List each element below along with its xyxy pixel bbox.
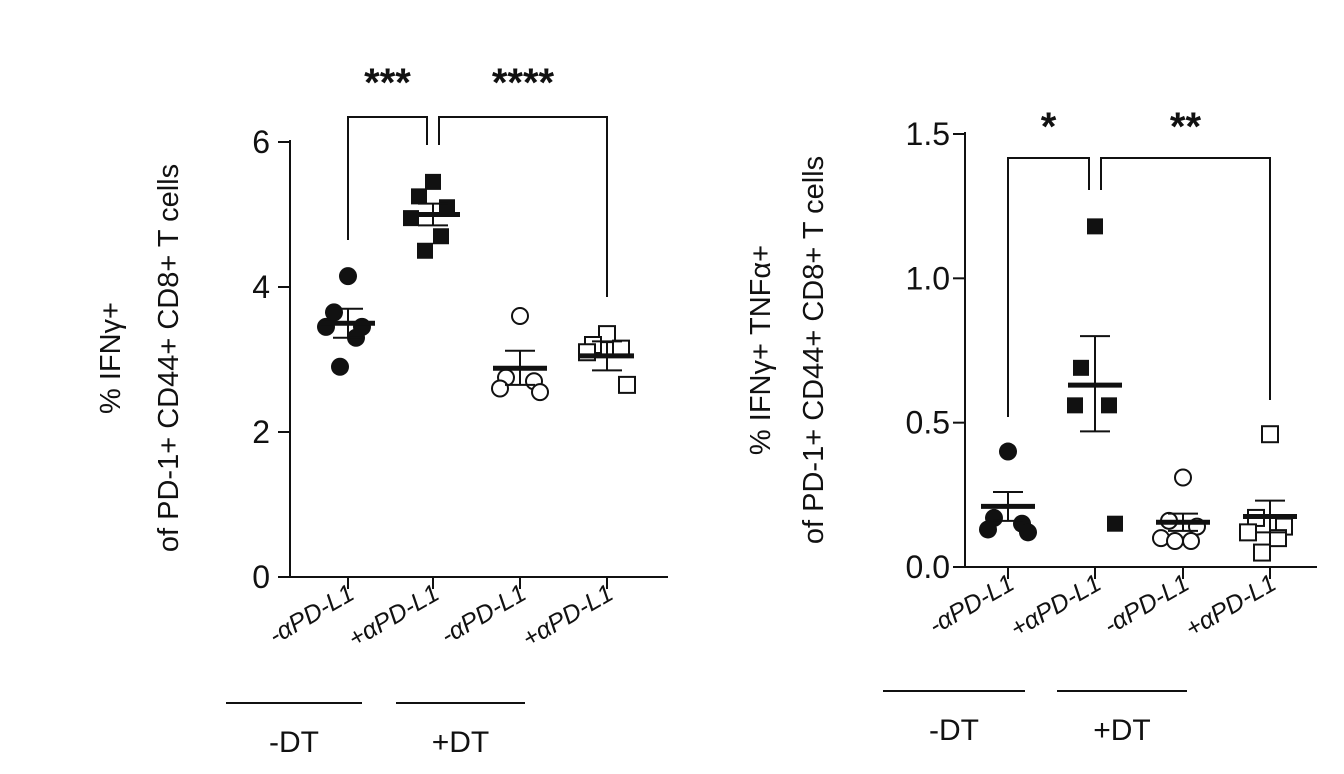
data-point (411, 188, 427, 205)
group-label: +DT (1093, 714, 1151, 747)
significance-label: * (1041, 105, 1057, 149)
group-label: -DT (269, 726, 319, 759)
data-point (979, 520, 997, 539)
data-point (1087, 218, 1103, 235)
group-label: -DT (929, 714, 979, 747)
significance-bracket (1007, 157, 1090, 417)
data-point (1174, 468, 1192, 487)
x-category-label: +αPD-L1 (1006, 569, 1106, 643)
data-point (1073, 359, 1089, 376)
y-axis-label-line-2: of PD-1+ CD44+ CD8+ T cells (798, 156, 830, 544)
y-tick-label: 4 (252, 269, 270, 305)
x-category-label: -αPD-L1 (264, 579, 359, 650)
x-category-label: -αPD-L1 (1099, 569, 1194, 640)
y-tick-label: 0 (252, 559, 270, 595)
y-tick-label: 0.0 (906, 549, 950, 585)
x-category-label: +αPD-L1 (1181, 569, 1281, 643)
data-point (1269, 529, 1287, 548)
data-point (339, 267, 357, 286)
panel-ifng: 0 2 4 6 % IFNγ+ of PD-1+ CD44+ CD8+ T cells -α… (95, 61, 668, 759)
significance-bracket (347, 116, 428, 240)
data-point (1107, 515, 1123, 532)
y-tick-label: 6 (252, 124, 270, 160)
data-point (433, 228, 449, 245)
significance-label: ** (1170, 105, 1202, 149)
x-category-label: -αPD-L1 (436, 579, 531, 650)
data-point (1019, 523, 1037, 542)
x-category-label: +αPD-L1 (518, 579, 618, 653)
data-point (1261, 425, 1279, 444)
data-point (1067, 397, 1083, 414)
y-tick-label: 0.5 (906, 405, 950, 441)
y-tick-label: 1.0 (906, 260, 950, 296)
data-point (1182, 532, 1200, 551)
y-axis-label-line-2: of PD-1+ CD44+ CD8+ T cells (153, 164, 185, 552)
data-point (417, 242, 433, 259)
group-label: +DT (432, 726, 490, 759)
significance-bracket (438, 116, 608, 297)
significance-label: **** (492, 61, 555, 105)
x-category-label: +αPD-L1 (344, 579, 444, 653)
data-point (618, 375, 636, 394)
data-point (1101, 397, 1117, 414)
data-point (531, 383, 549, 402)
panel-ifng-tnfa: 0.0 0.5 1.0 1.5 % IFNγ+ TNFα+ of PD-1+ CD44+ … (745, 105, 1317, 747)
data-point (1239, 523, 1257, 542)
y-axis-label-line-1: % IFNγ+ TNFα+ (745, 245, 777, 455)
significance-bracket (1100, 157, 1271, 400)
data-point (425, 173, 441, 190)
data-point (491, 379, 509, 398)
significance-label: *** (364, 61, 411, 105)
data-point (331, 357, 349, 376)
data-point (317, 317, 335, 336)
data-point (511, 307, 529, 325)
y-tick-label: 1.5 (906, 116, 950, 152)
y-axis-label-line-1: % IFNγ+ (95, 302, 127, 414)
data-point (1253, 543, 1271, 562)
y-tick-label: 2 (252, 414, 270, 450)
data-point (999, 442, 1017, 461)
data-point (1166, 532, 1184, 551)
